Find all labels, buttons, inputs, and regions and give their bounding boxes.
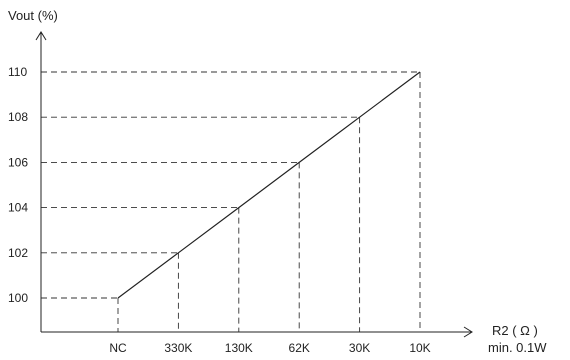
x-tick-label: 330K bbox=[164, 341, 192, 355]
x-tick-label: 10K bbox=[409, 341, 430, 355]
y-tick-label: 100 bbox=[8, 291, 28, 305]
x-tick-label: 130K bbox=[225, 341, 253, 355]
x-axis-arrow bbox=[463, 326, 473, 338]
x-axis-label: R2 ( Ω ) bbox=[492, 323, 538, 338]
tick-labels: 100 102 104 106 108 110 NC 330K 130K 62K 30K 10K bbox=[8, 65, 431, 355]
y-tick-label: 108 bbox=[8, 110, 28, 124]
y-tick-label: 110 bbox=[8, 65, 27, 79]
x-tick-label: NC bbox=[109, 341, 127, 355]
y-tick-label: 102 bbox=[8, 246, 28, 260]
axes bbox=[35, 31, 473, 338]
x-tick-label: 30K bbox=[349, 341, 370, 355]
x-tick-label: 62K bbox=[289, 341, 310, 355]
y-axis-arrow bbox=[35, 31, 47, 41]
y-tick-label: 106 bbox=[8, 155, 28, 169]
y-tick-label: 104 bbox=[8, 201, 28, 215]
x-axis-sublabel: min. 0.1W bbox=[488, 340, 547, 355]
series-line bbox=[117, 71, 421, 299]
y-axis-label: Vout (%) bbox=[8, 8, 58, 23]
guide-lines bbox=[41, 71, 421, 332]
